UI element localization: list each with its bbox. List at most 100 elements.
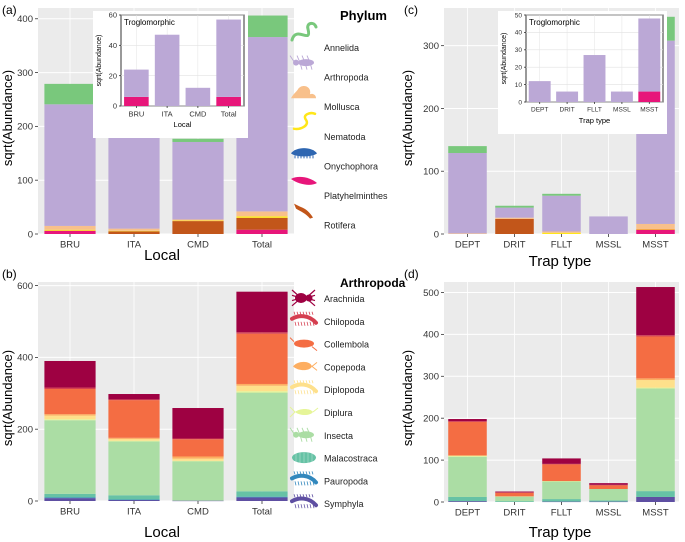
panel-d-x-axis-title: Trap type <box>529 524 592 541</box>
panel-c-bar-msst-platyhelminthes <box>636 229 675 234</box>
arthropoda-legend-item: Copepoda <box>293 361 366 372</box>
panel-c-inset-y-tick-label: 20 <box>515 64 523 71</box>
panel-b-bar-cmd-insecta <box>172 461 224 501</box>
panel-a-bar-ita-rotifera <box>108 231 160 234</box>
panel-b-bar-bru-diplopoda <box>44 415 96 420</box>
panel-a-inset-x-tick-label: BRU <box>128 110 144 119</box>
phylum-legend-item: Arthropoda <box>289 55 369 83</box>
panel-a-inset-bar-cmd-arthropoda <box>185 87 211 106</box>
panel-b-y-tick-label: 400 <box>17 353 33 364</box>
panel-d-bar-mssl-chilopoda <box>589 484 628 486</box>
panel-a-bar-total-annelida <box>236 15 288 38</box>
panel-b-x-axis-title: Local <box>144 524 180 541</box>
panel-c-x-axis-title: Trap type <box>529 253 592 270</box>
panel-b-bar-ita-arachnida <box>108 394 160 400</box>
panel-d-bar-drit-chilopoda <box>495 492 534 493</box>
panel-b-bar-total-copepoda <box>236 383 288 386</box>
panel-d-bar-drit-malacostraca <box>495 501 534 502</box>
panel-a-bar-cmd-nematoda <box>172 220 224 222</box>
panel-d-bar-dept-arachnida <box>448 419 487 422</box>
panel-c-bar-fllt-annelida <box>542 193 581 196</box>
phylum-legend-label: Annelida <box>324 43 359 53</box>
panel-d-x-tick-label: MSSL <box>596 508 622 519</box>
arthropoda-legend-item: Chilopoda <box>290 311 365 327</box>
panel-a-bar-bru-arthropoda <box>44 104 96 226</box>
phylum-legend-label: Arthropoda <box>324 73 369 83</box>
panel-a-bar-bru-platyhelminthes <box>44 230 96 234</box>
panel-b-bar-ita-pauropoda <box>108 499 160 501</box>
arthropoda-legend-label: Arachnida <box>324 294 365 304</box>
panel-b-bar-cmd-arachnida <box>172 408 224 439</box>
phylum-legend-label: Mollusca <box>324 102 360 112</box>
panel-d-label: (d) <box>404 267 419 281</box>
panel-d-x-tick-label: DEPT <box>455 508 481 519</box>
panel-c-bar-fllt-arthropoda <box>542 195 581 232</box>
panel-d-bar-drit-insecta <box>495 496 534 502</box>
panel-d-x-tick-label: DRIT <box>503 508 525 519</box>
panel-d-bar-mssl-arachnida <box>589 483 628 485</box>
arthropoda-legend-item: Collembola <box>289 337 369 351</box>
panel-c-inset-title: Troglomorphic <box>529 18 580 27</box>
panel-a-bar-ita-arthropoda <box>108 130 160 229</box>
panel-a-inset-bar-total-arthropoda <box>216 19 241 97</box>
panel-d-bar-msst-malacostraca <box>636 491 675 497</box>
arthropoda-legend-label: Diplura <box>324 408 353 418</box>
panel-c-bar-dept-mollusca <box>448 233 487 234</box>
panel-b-bar-ita-diplura <box>108 440 160 442</box>
panel-c-inset-bar-drit-arthropoda <box>556 91 579 102</box>
panel-b-bar-ita-insecta <box>108 441 160 496</box>
panel-c-x-tick-label: MSST <box>642 240 669 251</box>
phylum-legend-item: Rotifera <box>294 203 356 231</box>
panel-d-bar-mssl-malacostraca <box>589 500 628 502</box>
panel-a-x-tick-label: CMD <box>187 240 209 251</box>
panel-a-inset-x-axis-title: Local <box>174 120 192 129</box>
panel-c-inset-y-tick-label: 30 <box>515 47 523 54</box>
panel-a-y-tick-label: 300 <box>17 68 33 79</box>
phylum-legend-label: Onychophora <box>324 161 378 171</box>
panel-b-bar-bru-diplura <box>44 419 96 421</box>
panel-c-bar-drit-rotifera <box>495 218 534 234</box>
panel-a-y-tick-label: 400 <box>17 14 33 25</box>
panel-b-bar-ita-chilopoda <box>108 399 160 401</box>
panel-a-bar-cmd-annelida <box>172 138 224 142</box>
arthropoda-legend-item: Diplopoda <box>290 380 365 395</box>
panel-d-bar-msst-symphyla <box>636 496 675 502</box>
panel-c-inset-x-tick-label: DRIT <box>560 107 575 114</box>
arthropoda-legend-label: Symphyla <box>324 499 364 509</box>
nematode-icon <box>292 111 317 131</box>
panel-b-bar-bru-arachnida <box>44 360 96 388</box>
panel-b-y-tick-label: 600 <box>17 281 33 292</box>
panel-d-bar-dept-malacostraca <box>448 496 487 502</box>
panel-c-bar-fllt-mollusca <box>542 231 581 233</box>
panel-c-bar-msst-nematoda <box>636 228 675 230</box>
panel-d-bar-drit-arachnida <box>495 491 534 493</box>
panel-b-bar-ita-malacostraca <box>108 495 160 500</box>
panel-c-y-tick-label: 300 <box>423 41 439 52</box>
panel-b: (b) sqrt(Abundance) Local 0 200 400 600 BRU I… <box>0 267 294 541</box>
arthropoda-legend-item: Arachnida <box>291 289 365 307</box>
panel-a-x-tick-label: ITA <box>127 240 142 251</box>
panel-c-inset-y-tick-label: 50 <box>515 12 523 19</box>
arthropoda-legend-item: Malacostraca <box>292 452 378 464</box>
panel-a-y-axis-title: sqrt(Abundance) <box>0 70 15 166</box>
panel-d-bar-msst-arachnida <box>636 287 675 336</box>
panel-a-bar-ita-mollusca <box>108 228 160 231</box>
phylum-legend-title: Phylum <box>340 8 387 23</box>
panel-a-inset-bar-bru-platyhelminthes <box>124 96 149 106</box>
panel-b-bar-ita-diplopoda <box>108 438 160 441</box>
panel-b-bar-total-symphyla <box>236 497 288 501</box>
panel-b-bar-bru-chilopoda <box>44 387 96 389</box>
panel-a-bar-total-nematoda <box>236 216 288 218</box>
panel-d-bar-fllt-insecta <box>542 481 581 500</box>
panel-a-inset-bar-total-platyhelminthes <box>216 96 241 106</box>
panel-c-bar-msst-mollusca <box>636 223 675 229</box>
phylum-legend-item: Mollusca <box>291 86 360 112</box>
panel-c-inset-x-tick-label: MSSL <box>613 107 631 114</box>
panel-b-bar-bru-pauropoda <box>44 497 96 499</box>
panel-c-x-tick-label: DRIT <box>503 240 525 251</box>
panel-d-bar-fllt-diplura <box>542 481 581 482</box>
panel-a: (a) sqrt(Abundance) Local 0100200300400B… <box>0 3 294 264</box>
arthropoda-legend-title: Arthropoda <box>340 276 406 290</box>
panel-a-bar-total-mollusca <box>236 211 288 217</box>
panel-c-label: (c) <box>404 3 418 17</box>
